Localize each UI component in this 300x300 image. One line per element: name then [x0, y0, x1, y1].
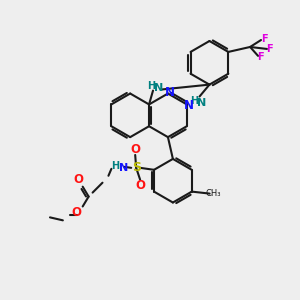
Text: N: N	[197, 98, 206, 108]
Text: O: O	[74, 173, 84, 186]
Text: S: S	[132, 161, 141, 174]
Text: N: N	[154, 82, 164, 93]
Text: F: F	[257, 52, 263, 62]
Text: F: F	[267, 44, 273, 54]
Text: O: O	[72, 206, 82, 219]
Text: N: N	[119, 163, 128, 173]
Text: H: H	[190, 97, 199, 106]
Text: CH₃: CH₃	[206, 189, 221, 198]
Text: O: O	[130, 142, 140, 155]
Text: H: H	[147, 81, 155, 91]
Text: N: N	[165, 86, 175, 99]
Text: F: F	[261, 34, 267, 44]
Text: H: H	[111, 161, 119, 171]
Text: O: O	[135, 179, 145, 192]
Text: N: N	[184, 99, 194, 112]
